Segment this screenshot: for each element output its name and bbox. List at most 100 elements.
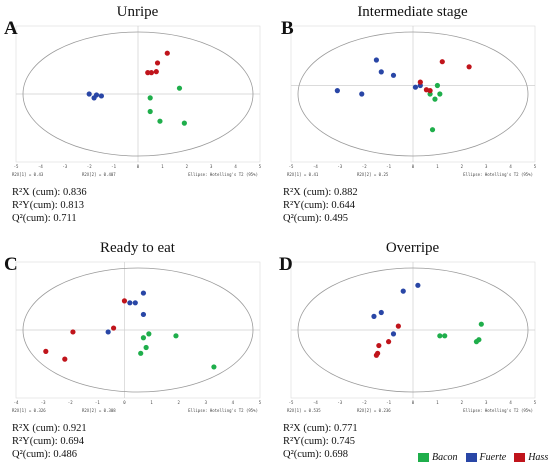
- data-point-fuerte: [93, 92, 100, 98]
- x-tick-label: -1: [386, 400, 391, 405]
- legend-swatch-hass: [514, 453, 526, 462]
- panel-b-title: Intermediate stage: [357, 4, 468, 20]
- data-point-hass: [386, 339, 392, 345]
- hotelling-ellipse: [22, 267, 254, 393]
- data-point-bacon: [442, 333, 448, 339]
- legend-label-hass: Hass: [528, 452, 549, 463]
- x-tick-label: -4: [313, 400, 318, 405]
- legend-item-fuerte: Fuerte: [465, 452, 507, 463]
- data-point-hass: [43, 348, 49, 354]
- legend-swatch-fuerte: [465, 453, 477, 462]
- plot-b: -5 -4 -3 -2 -1 0 1 2 3 4 5 R2X[1] = 0.41 R2X[2] = 0.…: [287, 25, 537, 177]
- stat-r2x: R²X (cum): 0.882: [283, 187, 358, 198]
- x-tick-label: -1: [386, 164, 391, 169]
- x-tick-label: 0: [123, 400, 126, 405]
- data-point-hass: [427, 88, 433, 94]
- data-point-bacon: [147, 95, 153, 101]
- panel-d-label: D: [279, 254, 293, 275]
- data-point-bacon: [437, 91, 443, 97]
- stat-r2y: R²Y(cum): 0.644: [283, 200, 355, 211]
- data-point-bacon: [432, 96, 438, 102]
- x-tick-label: 5: [259, 164, 262, 169]
- data-point-fuerte: [359, 91, 365, 97]
- data-point-bacon: [434, 82, 440, 89]
- footer-r2x2: R2X[2] = 0.308: [82, 408, 116, 413]
- x-tick-label: 2: [461, 400, 464, 405]
- data-point-fuerte: [98, 93, 104, 99]
- data-point-bacon: [173, 333, 179, 339]
- stat-q2: Q²(cum): 0.711: [12, 213, 77, 224]
- x-tick-label: 4: [234, 164, 237, 169]
- x-tick-label: 4: [509, 164, 512, 169]
- x-tick-label: 5: [534, 400, 537, 405]
- x-tick-label: -4: [14, 400, 19, 405]
- data-point-hass: [148, 70, 155, 76]
- data-point-bacon: [429, 127, 436, 133]
- x-tick-label: -2: [68, 400, 73, 405]
- panel-c-stats: R²X (cum): 0.921 R²Y(cum): 0.694 Q²(cum)…: [12, 422, 87, 461]
- footer-ellipse: Ellipse: Hotelling's T2 (95%): [188, 408, 258, 413]
- x-tick-label: 2: [461, 164, 464, 169]
- x-tick-label: 4: [509, 400, 512, 405]
- x-tick-label: -2: [87, 164, 92, 169]
- stat-q2: Q²(cum): 0.698: [283, 449, 348, 460]
- data-point-fuerte: [378, 69, 384, 75]
- hotelling-ellipse: [297, 31, 529, 157]
- data-point-bacon: [140, 335, 147, 341]
- legend-swatch-bacon: [418, 453, 429, 462]
- data-point-bacon: [138, 350, 144, 356]
- panel-b-stats: R²X (cum): 0.882 R²Y(cum): 0.644 Q²(cum)…: [283, 186, 358, 225]
- data-point-hass: [395, 323, 401, 329]
- x-tick-label: -4: [38, 164, 43, 169]
- data-point-bacon: [181, 120, 187, 126]
- data-point-hass: [466, 64, 472, 70]
- data-point-fuerte: [140, 311, 147, 318]
- stat-r2x: R²X (cum): 0.771: [283, 423, 358, 434]
- data-point-hass: [153, 69, 159, 75]
- x-tick-label: 5: [534, 164, 537, 169]
- panel-a: -5 -4 -3 -2 -1 0 1 2 3 4 5 R2X[1] = 0.43 R2X[2] = 0.…: [0, 0, 275, 235]
- data-point-hass: [121, 298, 128, 304]
- stat-r2x: R²X (cum): 0.921: [12, 423, 87, 434]
- data-point-fuerte: [371, 313, 377, 319]
- stat-r2y: R²Y(cum): 0.813: [12, 200, 84, 211]
- x-tick-label: -5: [14, 164, 19, 169]
- data-point-bacon: [146, 331, 152, 337]
- data-point-hass: [417, 79, 423, 85]
- data-point-bacon: [211, 364, 217, 370]
- data-point-fuerte: [140, 290, 147, 296]
- data-point-bacon: [143, 344, 149, 351]
- x-tick-label: -2: [362, 400, 367, 405]
- legend-label-bacon: Bacon: [432, 452, 458, 463]
- plot-a: -5 -4 -3 -2 -1 0 1 2 3 4 5 R2X[1] = 0.43 R2X[2] = 0.…: [12, 25, 262, 177]
- panel-c: -4 -3 -2 -1 0 1 2 3 4 5 R2X[1] = 0.326 R2X[2] = 0.3…: [0, 236, 275, 471]
- x-tick-label: -3: [337, 164, 342, 169]
- stat-r2x: R²X (cum): 0.836: [12, 187, 87, 198]
- x-tick-label: -2: [362, 164, 367, 169]
- panel-c-label: C: [4, 254, 18, 275]
- hotelling-ellipse: [22, 31, 254, 157]
- x-tick-label: 3: [210, 164, 213, 169]
- stat-q2: Q²(cum): 0.486: [12, 449, 77, 460]
- x-tick-label: 2: [186, 164, 189, 169]
- data-point-bacon: [476, 337, 482, 343]
- data-point-bacon: [478, 321, 484, 327]
- panel-d-stats: R²X (cum): 0.771 R²Y(cum): 0.745 Q²(cum)…: [283, 422, 358, 461]
- data-point-bacon: [176, 85, 183, 91]
- data-point-fuerte: [127, 300, 133, 306]
- x-tick-label: 3: [485, 164, 488, 169]
- data-point-fuerte: [390, 331, 397, 337]
- plot-d: -5 -4 -3 -2 -1 0 1 2 3 4 5 R2X[1] = 0.535 R2X[2] = 0…: [287, 261, 537, 413]
- stat-r2y: R²Y(cum): 0.694: [12, 436, 84, 447]
- footer-r2x1: R2X[1] = 0.535: [287, 408, 321, 413]
- legend-item-hass: Hass: [514, 452, 548, 463]
- x-tick-label: -5: [289, 400, 294, 405]
- data-point-hass: [111, 325, 117, 331]
- x-tick-label: 0: [137, 164, 140, 169]
- panel-a-stats: R²X (cum): 0.836 R²Y(cum): 0.813 Q²(cum)…: [12, 186, 87, 225]
- legend-label-fuerte: Fuerte: [479, 452, 507, 463]
- data-point-fuerte: [415, 282, 421, 288]
- data-point-fuerte: [412, 84, 419, 90]
- x-tick-label: -4: [313, 164, 318, 169]
- data-point-bacon: [437, 333, 443, 339]
